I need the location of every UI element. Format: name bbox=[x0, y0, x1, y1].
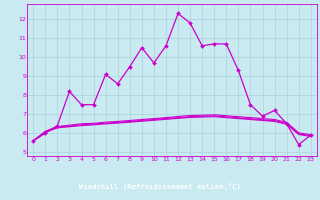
Text: Windchill (Refroidissement éolien,°C): Windchill (Refroidissement éolien,°C) bbox=[79, 183, 241, 190]
